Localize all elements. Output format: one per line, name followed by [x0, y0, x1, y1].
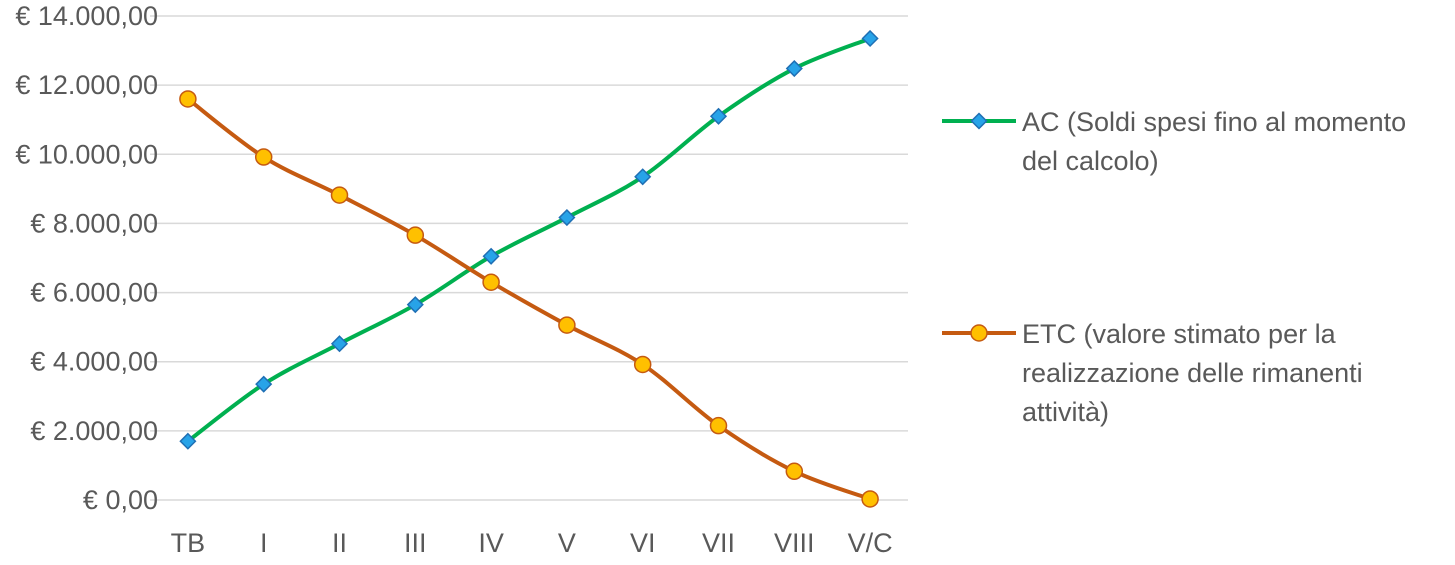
y-tick-label: € 6.000,00 [30, 278, 158, 308]
y-tick-label: € 14.000,00 [15, 1, 158, 31]
series-lines [185, 36, 873, 501]
y-tick-label: € 4.000,00 [30, 347, 158, 377]
x-tick-label: II [332, 528, 347, 558]
legend-label: ETC (valore stimato per la [1022, 319, 1337, 349]
data-point-circle [254, 148, 273, 166]
data-point-circle [785, 462, 804, 481]
data-point-diamond [861, 29, 879, 48]
data-point-circle [406, 226, 425, 244]
y-tick-label: € 10.000,00 [15, 139, 158, 169]
y-axis-tick-labels: € 0,00 € 2.000,00 € 4.000,00 € 6.000,00 € 8.… [15, 1, 158, 515]
data-point-diamond [406, 296, 424, 314]
x-tick-label: VII [702, 528, 735, 558]
data-point-circle [330, 186, 349, 204]
data-point-circle [179, 90, 197, 108]
gridlines [150, 15, 908, 501]
x-tick-label: I [260, 528, 268, 558]
data-point-diamond [558, 208, 576, 227]
x-tick-label: IV [478, 528, 504, 558]
legend-marker-circle [970, 324, 988, 342]
data-point-diamond [482, 247, 500, 265]
legend: AC (Soldi spesi fino al momento del calco… [942, 107, 1406, 427]
series-markers [179, 29, 879, 508]
y-tick-label: € 8.000,00 [30, 208, 158, 238]
legend-marker-diamond [970, 112, 988, 130]
data-point-circle [558, 316, 576, 334]
legend-label: AC (Soldi spesi fino al momento [1022, 107, 1406, 137]
data-point-circle [709, 416, 728, 435]
data-point-diamond [255, 375, 273, 393]
legend-label: del calcolo) [1022, 146, 1159, 176]
y-tick-label: € 12.000,00 [15, 70, 158, 100]
data-point-circle [482, 273, 500, 291]
legend-label: attività) [1022, 397, 1109, 427]
x-tick-label: III [404, 528, 427, 558]
x-tick-label: VIII [774, 528, 815, 558]
x-tick-label: V/C [848, 528, 893, 558]
series-line-2 [185, 96, 873, 501]
y-tick-label: € 0,00 [83, 485, 158, 515]
x-tick-label: VI [630, 528, 656, 558]
y-tick-label: € 2.000,00 [30, 416, 158, 446]
legend-label: realizzazione delle rimanenti [1022, 358, 1363, 388]
data-point-circle [861, 490, 879, 508]
data-point-diamond [709, 107, 728, 125]
data-point-diamond [634, 168, 652, 186]
data-point-diamond [330, 335, 349, 353]
x-axis-tick-labels: TB I II III IV V VI VII VIII V/C [171, 528, 893, 558]
series-line-1 [185, 36, 873, 444]
x-tick-label: TB [171, 528, 206, 558]
data-point-circle [633, 355, 652, 374]
data-point-diamond [785, 59, 803, 78]
x-tick-label: V [558, 528, 576, 558]
data-point-diamond [179, 432, 197, 450]
